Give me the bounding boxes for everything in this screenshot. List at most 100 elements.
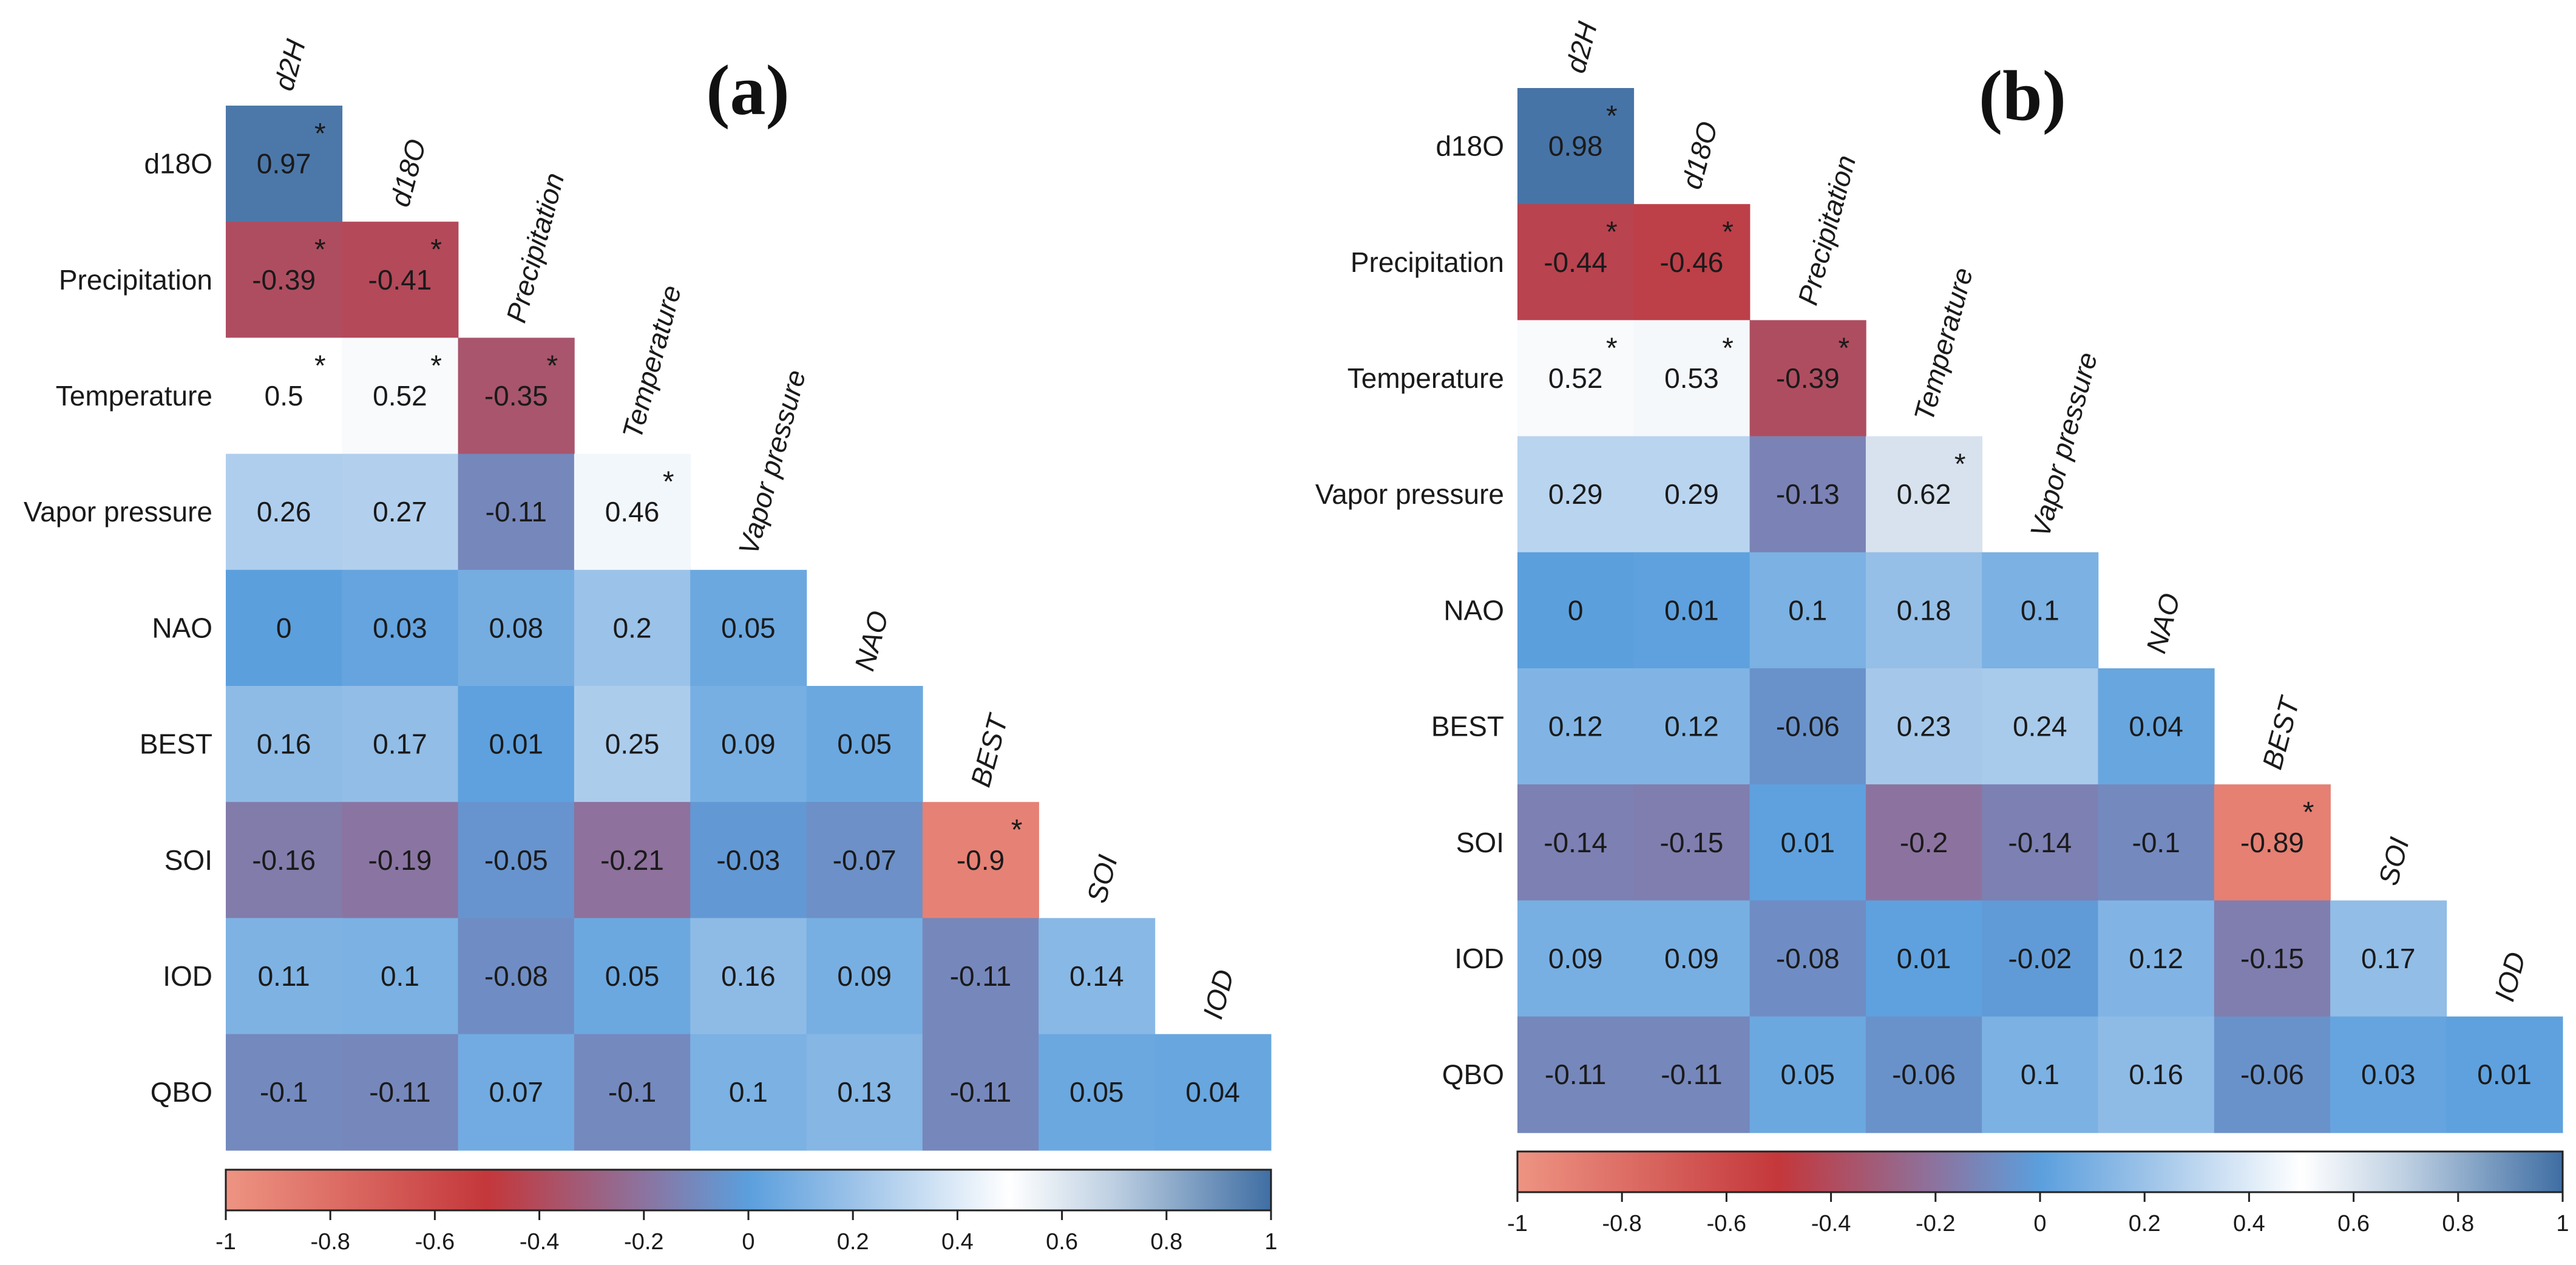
colorbar-tick-label: 0.4: [2233, 1211, 2265, 1236]
column-label: d18O: [1675, 118, 1723, 192]
significance-marker: *: [1954, 449, 1966, 481]
cell-value-label: 0.08: [489, 612, 543, 643]
cell-value-label: -0.11: [1661, 1059, 1722, 1090]
cell-value-label: 0.1: [2021, 1059, 2059, 1090]
heatmap-cell: [1154, 1034, 1272, 1151]
heatmap-cell: [1865, 900, 1982, 1017]
heatmap-cell: [1749, 320, 1866, 437]
row-label: BEST: [1431, 711, 1504, 742]
cell-value-label: 0.1: [2021, 594, 2059, 626]
heatmap-cell: [806, 802, 923, 919]
heatmap-cell: [2330, 1016, 2447, 1133]
cell-value-label: 0.01: [2477, 1059, 2532, 1090]
cell-value-label: 0.14: [1069, 960, 1124, 992]
cell-value-label: 0.24: [2013, 711, 2067, 742]
cell-value-label: -0.11: [486, 496, 547, 527]
colorbar-tick-label: -0.4: [520, 1229, 559, 1255]
cell-value-label: 0.46: [605, 496, 660, 527]
cell-value-label: -0.11: [369, 1076, 430, 1108]
heatmap-cell: [1865, 436, 1982, 553]
heatmap-cell: [458, 686, 575, 802]
heatmap-cell: [2098, 900, 2215, 1017]
heatmap-cell: [1517, 320, 1635, 437]
significance-marker: *: [314, 118, 326, 150]
heatmap-cell: [226, 802, 343, 919]
column-label: SOI: [1080, 852, 1124, 906]
heatmap-cell: [1039, 918, 1156, 1035]
heatmap-cell: [1633, 552, 1751, 669]
column-label: BEST: [964, 710, 1014, 790]
heatmap-cell: [574, 1034, 691, 1151]
cell-value-label: 0.16: [2129, 1059, 2183, 1090]
heatmap-cell: [2098, 784, 2215, 901]
column-label: NAO: [849, 608, 895, 674]
colorbar-tick-label: -1: [1507, 1211, 1528, 1236]
heatmap-cell: [342, 918, 459, 1035]
significance-marker: *: [2303, 796, 2314, 829]
heatmap-cell: [690, 686, 807, 802]
colorbar-tick-label: -1: [215, 1229, 236, 1255]
row-label: Vapor pressure: [1315, 478, 1504, 510]
cell-value-label: 0.04: [1185, 1076, 1240, 1108]
row-label: NAO: [152, 612, 212, 643]
heatmap-cell: [1517, 668, 1635, 785]
heatmap-cell: [226, 337, 343, 455]
colorbar-tick-label: 0.6: [1046, 1229, 1078, 1255]
cell-value-label: -0.06: [2240, 1059, 2304, 1090]
colorbar-tick-label: 0.8: [1150, 1229, 1182, 1255]
cell-value-label: -0.1: [260, 1076, 308, 1108]
heatmap-cell: [458, 337, 575, 455]
cell-value-label: 0: [276, 612, 292, 643]
cell-value-label: 0.2: [613, 612, 652, 643]
colorbar-tick-label: 0.2: [837, 1229, 869, 1255]
column-label: d2H: [268, 36, 311, 94]
cell-value-label: -0.14: [1544, 827, 1607, 858]
row-label: Precipitation: [59, 264, 212, 296]
heatmap-cell: [690, 569, 807, 687]
cell-value-label: -0.02: [2008, 943, 2072, 974]
heatmap-cell: [1633, 900, 1751, 1017]
column-label: d18O: [384, 136, 432, 210]
column-label: Vapor pressure: [2024, 349, 2103, 541]
row-label: BEST: [140, 728, 212, 760]
row-label: d18O: [1435, 131, 1504, 162]
cell-value-label: 0.01: [1897, 943, 1951, 974]
cell-value-label: -0.1: [2132, 827, 2180, 858]
heatmap-cell: [1749, 436, 1866, 553]
cell-value-label: 0.1: [1788, 594, 1827, 626]
heatmap-cell: [226, 918, 343, 1035]
heatmap-cell: [922, 1034, 1039, 1151]
colorbar: [225, 1168, 1272, 1212]
column-label: d2H: [1559, 18, 1603, 76]
row-label: Vapor pressure: [24, 496, 212, 527]
cell-value-label: -0.21: [600, 844, 664, 876]
cell-value-label: -0.39: [1776, 362, 1840, 394]
cell-value-label: 0.29: [1664, 478, 1719, 510]
heatmap-cell: [342, 802, 459, 919]
cell-value-label: -0.16: [252, 844, 316, 876]
row-label: QBO: [151, 1076, 212, 1108]
significance-marker: *: [430, 234, 442, 266]
heatmap-cell: [574, 802, 691, 919]
colorbar-tick-label: -0.8: [1602, 1211, 1641, 1236]
heatmap-cell: [1749, 784, 1866, 901]
significance-marker: *: [1722, 332, 1734, 364]
significance-marker: *: [1606, 100, 1618, 132]
cell-value-label: 0.09: [1664, 943, 1719, 974]
colorbar-tick-label: 0.6: [2337, 1211, 2370, 1236]
cell-value-label: -0.46: [1660, 246, 1724, 278]
heatmap-cell: [342, 337, 459, 455]
heatmap-cell: [2214, 784, 2331, 901]
colorbar-tick-label: -0.4: [1811, 1211, 1851, 1236]
cell-value-label: -0.19: [368, 844, 432, 876]
colorbar-tick-label: 0: [742, 1229, 754, 1255]
cell-value-label: 0.25: [605, 728, 660, 760]
heatmap-cell: [342, 686, 459, 802]
cell-value-label: 0.01: [489, 728, 543, 760]
cell-value-label: -0.15: [2240, 943, 2304, 974]
heatmap-cell: [806, 918, 923, 1035]
cell-value-label: 0.11: [258, 960, 310, 992]
heatmap-cell: [574, 918, 691, 1035]
colorbar-tick-label: -0.6: [415, 1229, 455, 1255]
significance-marker: *: [1606, 216, 1618, 248]
